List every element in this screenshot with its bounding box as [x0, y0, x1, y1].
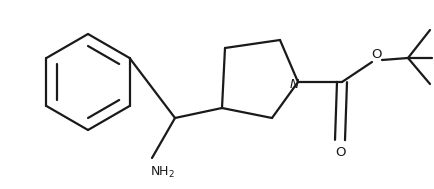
Text: N: N: [289, 77, 299, 91]
Text: NH$_2$: NH$_2$: [149, 164, 174, 180]
Text: O: O: [335, 146, 345, 159]
Text: O: O: [372, 47, 382, 60]
